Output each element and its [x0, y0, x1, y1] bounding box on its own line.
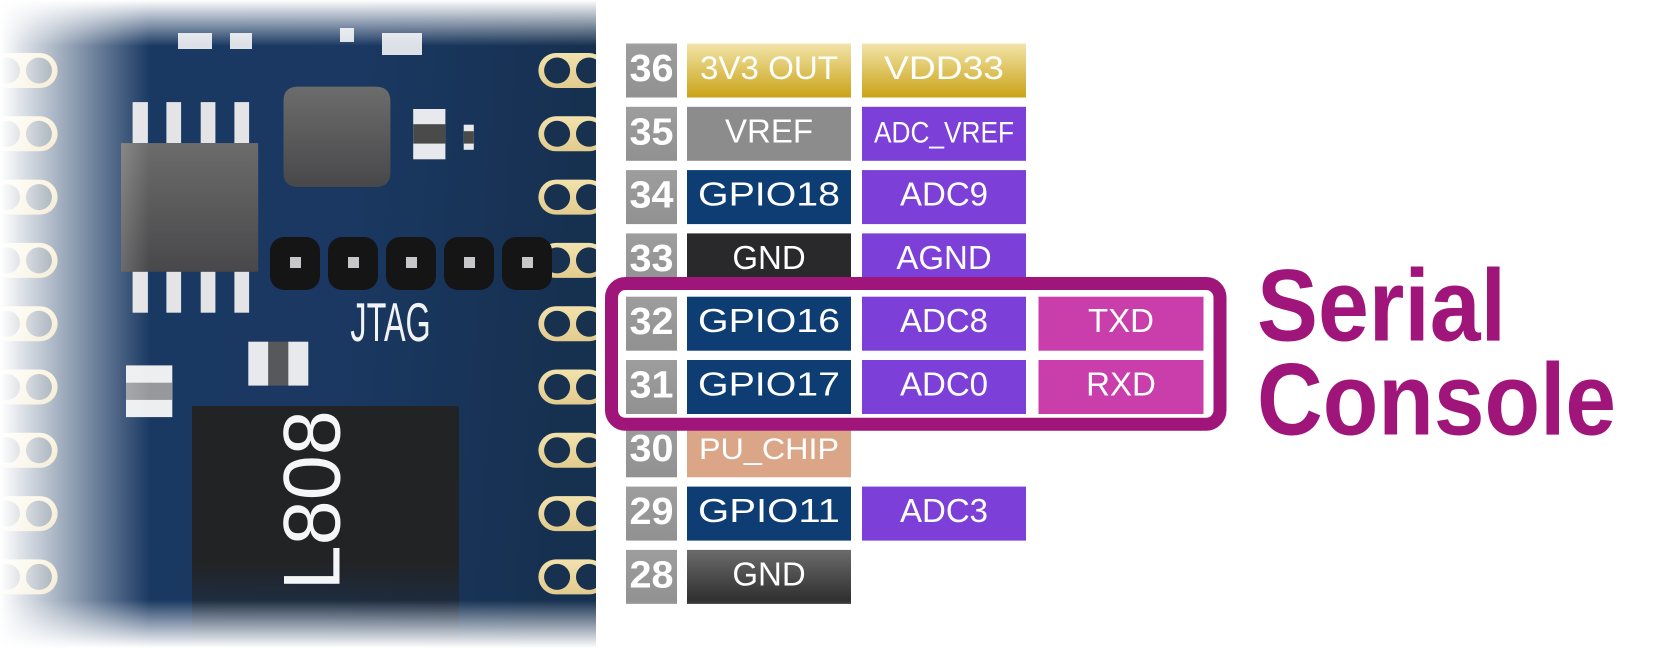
svg-text:AGND: AGND	[896, 239, 991, 276]
svg-text:ADC9: ADC9	[900, 176, 988, 213]
svg-text:36: 36	[630, 48, 674, 90]
svg-text:PU_CHIP: PU_CHIP	[699, 433, 839, 466]
svg-text:GPIO16: GPIO16	[698, 302, 840, 339]
svg-text:34: 34	[630, 175, 674, 217]
svg-text:L808: L808	[267, 410, 357, 590]
svg-text:RXD: RXD	[1086, 366, 1156, 403]
svg-text:32: 32	[630, 301, 674, 343]
svg-text:31: 31	[630, 365, 674, 407]
svg-text:GPIO18: GPIO18	[698, 176, 840, 213]
svg-text:VREF: VREF	[725, 112, 813, 149]
svg-text:30: 30	[630, 428, 674, 470]
svg-text:ADC3: ADC3	[900, 492, 988, 529]
svg-text:GPIO17: GPIO17	[698, 366, 840, 403]
svg-text:28: 28	[630, 554, 674, 596]
svg-text:ADC0: ADC0	[900, 366, 988, 403]
svg-text:VDD33: VDD33	[884, 50, 1004, 86]
svg-text:TXD: TXD	[1088, 302, 1154, 339]
svg-text:GND: GND	[732, 239, 805, 276]
svg-text:JTAG: JTAG	[350, 291, 430, 353]
svg-text:GND: GND	[732, 555, 805, 592]
svg-text:29: 29	[630, 491, 674, 533]
svg-text:35: 35	[630, 111, 674, 153]
svg-text:ADC_VREF: ADC_VREF	[874, 116, 1014, 149]
svg-text:ADC8: ADC8	[900, 302, 988, 339]
svg-text:GPIO11: GPIO11	[698, 492, 840, 529]
svg-text:33: 33	[630, 238, 674, 280]
svg-text:3V3 OUT: 3V3 OUT	[700, 50, 838, 86]
svg-text:Console: Console	[1257, 343, 1616, 457]
